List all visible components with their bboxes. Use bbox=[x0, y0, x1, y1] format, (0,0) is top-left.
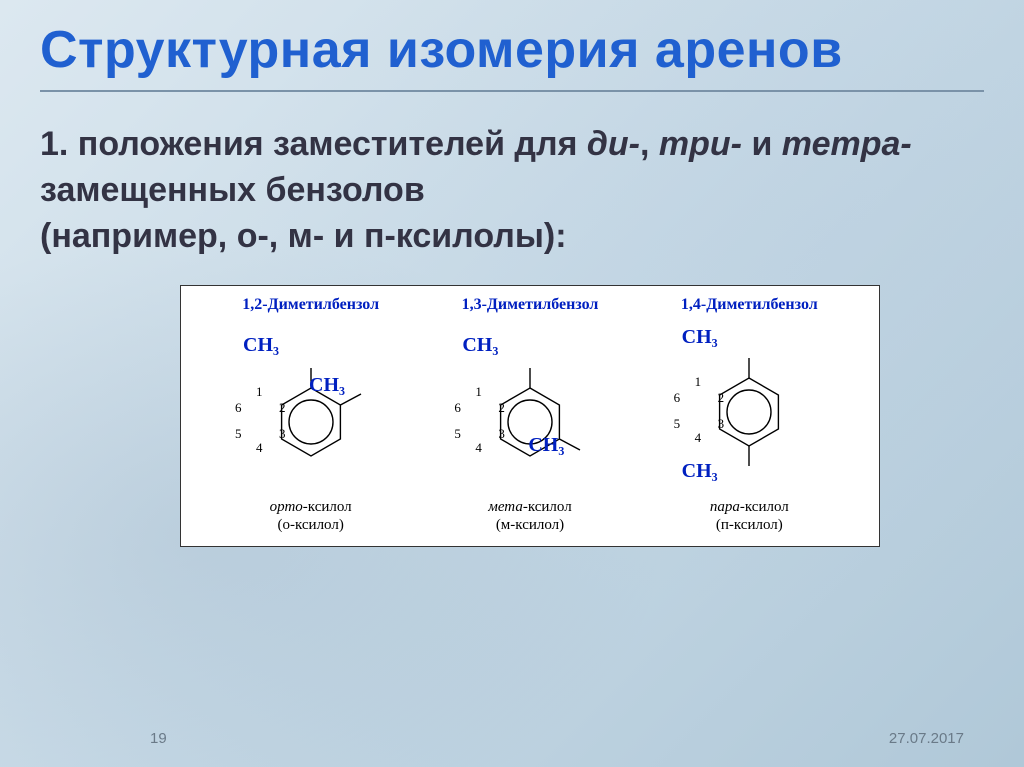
caption-0-rest: -ксилол bbox=[303, 499, 352, 515]
body-text: 1. положения заместителей для ди-, три- … bbox=[40, 122, 984, 260]
caption-2-it: пара bbox=[710, 499, 740, 515]
sub-1-3: CH₃ bbox=[528, 434, 564, 457]
num-0-4: 4 bbox=[256, 440, 263, 456]
structure-0: CH₃ CH₃ 1 2 3 4 5 6 bbox=[201, 322, 420, 492]
isomer-cell-0: 1,2-Диметилбензол CH₃ CH₃ 1 2 3 bbox=[201, 296, 420, 534]
num-1-5: 5 bbox=[454, 426, 461, 442]
caption-2: пара-ксилол (п-ксилол) bbox=[640, 498, 859, 534]
num-0-5: 5 bbox=[235, 426, 242, 442]
caption-0-paren: (о-ксилол) bbox=[277, 517, 343, 533]
page-number: 19 bbox=[150, 730, 167, 747]
body-line2: (например, о-, м- и п-ксилолы): bbox=[40, 217, 567, 255]
slide-footer: 19 27.07.2017 bbox=[0, 730, 1024, 747]
caption-0-it: орто bbox=[270, 499, 303, 515]
caption-0: орто-ксилол (о-ксилол) bbox=[201, 498, 420, 534]
caption-1-rest: -ксилол bbox=[523, 499, 572, 515]
num-2-1: 1 bbox=[695, 374, 702, 390]
num-1-6: 6 bbox=[454, 400, 461, 416]
body-suffix: замещенных бензолов bbox=[40, 171, 425, 209]
body-di: ди- bbox=[587, 125, 640, 163]
num-2-2: 2 bbox=[718, 390, 725, 406]
sub-2-4: CH₃ bbox=[682, 460, 718, 483]
isomer-title-2: 1,4-Диметилбензол bbox=[640, 296, 859, 314]
num-2-4: 4 bbox=[695, 430, 702, 446]
num-2-5: 5 bbox=[674, 416, 681, 432]
caption-1-paren: (м-ксилол) bbox=[496, 517, 564, 533]
slide-title: Структурная изомерия аренов bbox=[40, 20, 984, 80]
slide-date: 27.07.2017 bbox=[889, 730, 964, 747]
num-0-3: 3 bbox=[279, 426, 286, 442]
num-1-2: 2 bbox=[498, 400, 505, 416]
sub-2-1: CH₃ bbox=[682, 326, 718, 349]
body-sep1: , bbox=[640, 125, 659, 163]
sub-0-2: CH₃ bbox=[309, 374, 345, 397]
caption-1-it: мета bbox=[488, 499, 523, 515]
isomer-row: 1,2-Диметилбензол CH₃ CH₃ 1 2 3 bbox=[201, 296, 859, 534]
isomer-cell-2: 1,4-Диметилбензол CH₃ CH₃ 1 2 3 bbox=[640, 296, 859, 534]
title-divider bbox=[40, 90, 984, 92]
isomer-figure: 1,2-Диметилбензол CH₃ CH₃ 1 2 3 bbox=[180, 285, 880, 547]
sub-0-1: CH₃ bbox=[243, 334, 279, 357]
body-tri: три- bbox=[659, 125, 742, 163]
num-0-1: 1 bbox=[256, 384, 263, 400]
structure-1: CH₃ CH₃ 1 2 3 4 5 6 bbox=[420, 322, 639, 492]
num-0-6: 6 bbox=[235, 400, 242, 416]
caption-2-rest: -ксилол bbox=[740, 499, 789, 515]
isomer-title-0: 1,2-Диметилбензол bbox=[201, 296, 420, 314]
num-1-4: 4 bbox=[475, 440, 482, 456]
num-2-6: 6 bbox=[674, 390, 681, 406]
caption-1: мета-ксилол (м-ксилол) bbox=[420, 498, 639, 534]
isomer-cell-1: 1,3-Диметилбензол CH₃ CH₃ 1 2 3 bbox=[420, 296, 639, 534]
body-sep2: и bbox=[742, 125, 782, 163]
sub-1-1: CH₃ bbox=[462, 334, 498, 357]
num-1-1: 1 bbox=[475, 384, 482, 400]
structure-2: CH₃ CH₃ 1 2 3 4 5 6 bbox=[640, 322, 859, 492]
body-tetra: тетра- bbox=[782, 125, 912, 163]
caption-2-paren: (п-ксилол) bbox=[716, 517, 783, 533]
isomer-title-1: 1,3-Диметилбензол bbox=[420, 296, 639, 314]
num-0-2: 2 bbox=[279, 400, 286, 416]
body-prefix: 1. положения заместителей для bbox=[40, 125, 587, 163]
num-1-3: 3 bbox=[498, 426, 505, 442]
num-2-3: 3 bbox=[718, 416, 725, 432]
